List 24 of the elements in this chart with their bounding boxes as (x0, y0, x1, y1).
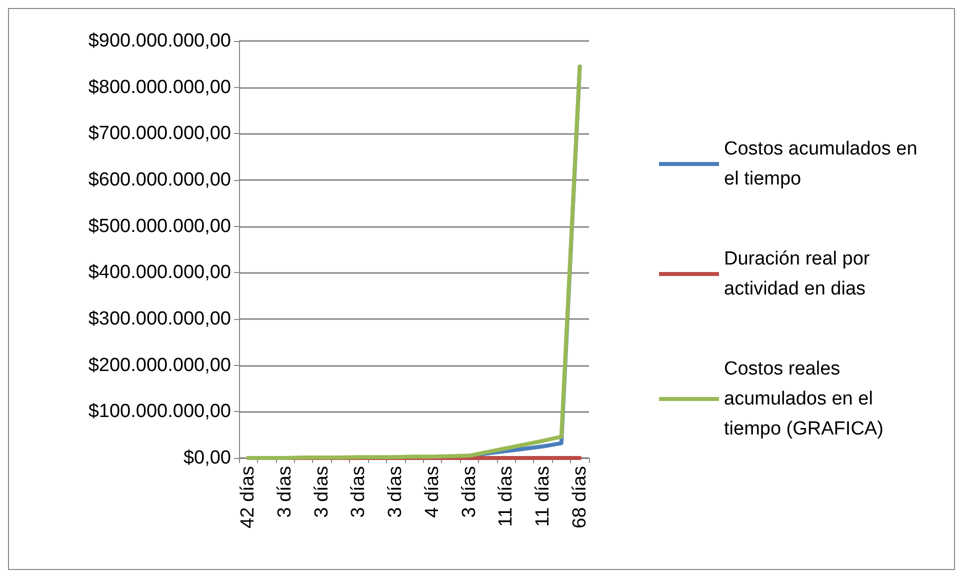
y-tick-label: $500.000.000,00 (88, 216, 231, 237)
legend-label: Costos acumulados en el tiempo (724, 138, 923, 190)
line-series (246, 64, 582, 460)
x-tick-label: 68 días (569, 466, 590, 528)
y-tick-label: $0,00 (183, 448, 231, 468)
y-tick-label: $900.000.000,00 (88, 30, 231, 52)
x-tick-label: 3 días (458, 466, 480, 518)
x-tick-label: 42 días (238, 466, 259, 528)
x-tick-label: 3 días (348, 466, 370, 518)
legend-label: Costos reales acumulados en el tiempo (GRAFICA) (724, 358, 884, 440)
x-tick-label: 3 días (385, 466, 406, 518)
y-tick-label: $600.000.000,00 (88, 170, 231, 190)
y-tick-label: $400.000.000,00 (88, 262, 231, 284)
x-tick-label: 3 días (274, 466, 296, 518)
y-tick-label: $200.000.000,00 (88, 354, 231, 376)
x-tick-label: 4 días (422, 466, 443, 518)
y-tick-label: $800.000.000,00 (88, 76, 231, 98)
x-tick-label: 11 días (532, 466, 554, 527)
legend-label: Duración real por actividad en dias (724, 248, 876, 300)
x-tick-label: 3 días (311, 466, 332, 518)
y-tick-label: $300.000.000,00 (88, 308, 231, 330)
y-tick-label: $700.000.000,00 (88, 123, 231, 144)
y-tick-label: $100.000.000,00 (88, 401, 231, 422)
x-tick-label: 11 días (496, 466, 517, 527)
